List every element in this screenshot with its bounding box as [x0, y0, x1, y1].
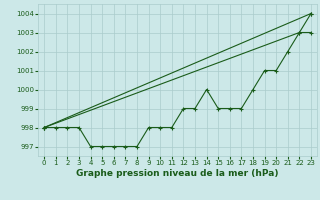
- X-axis label: Graphe pression niveau de la mer (hPa): Graphe pression niveau de la mer (hPa): [76, 169, 279, 178]
